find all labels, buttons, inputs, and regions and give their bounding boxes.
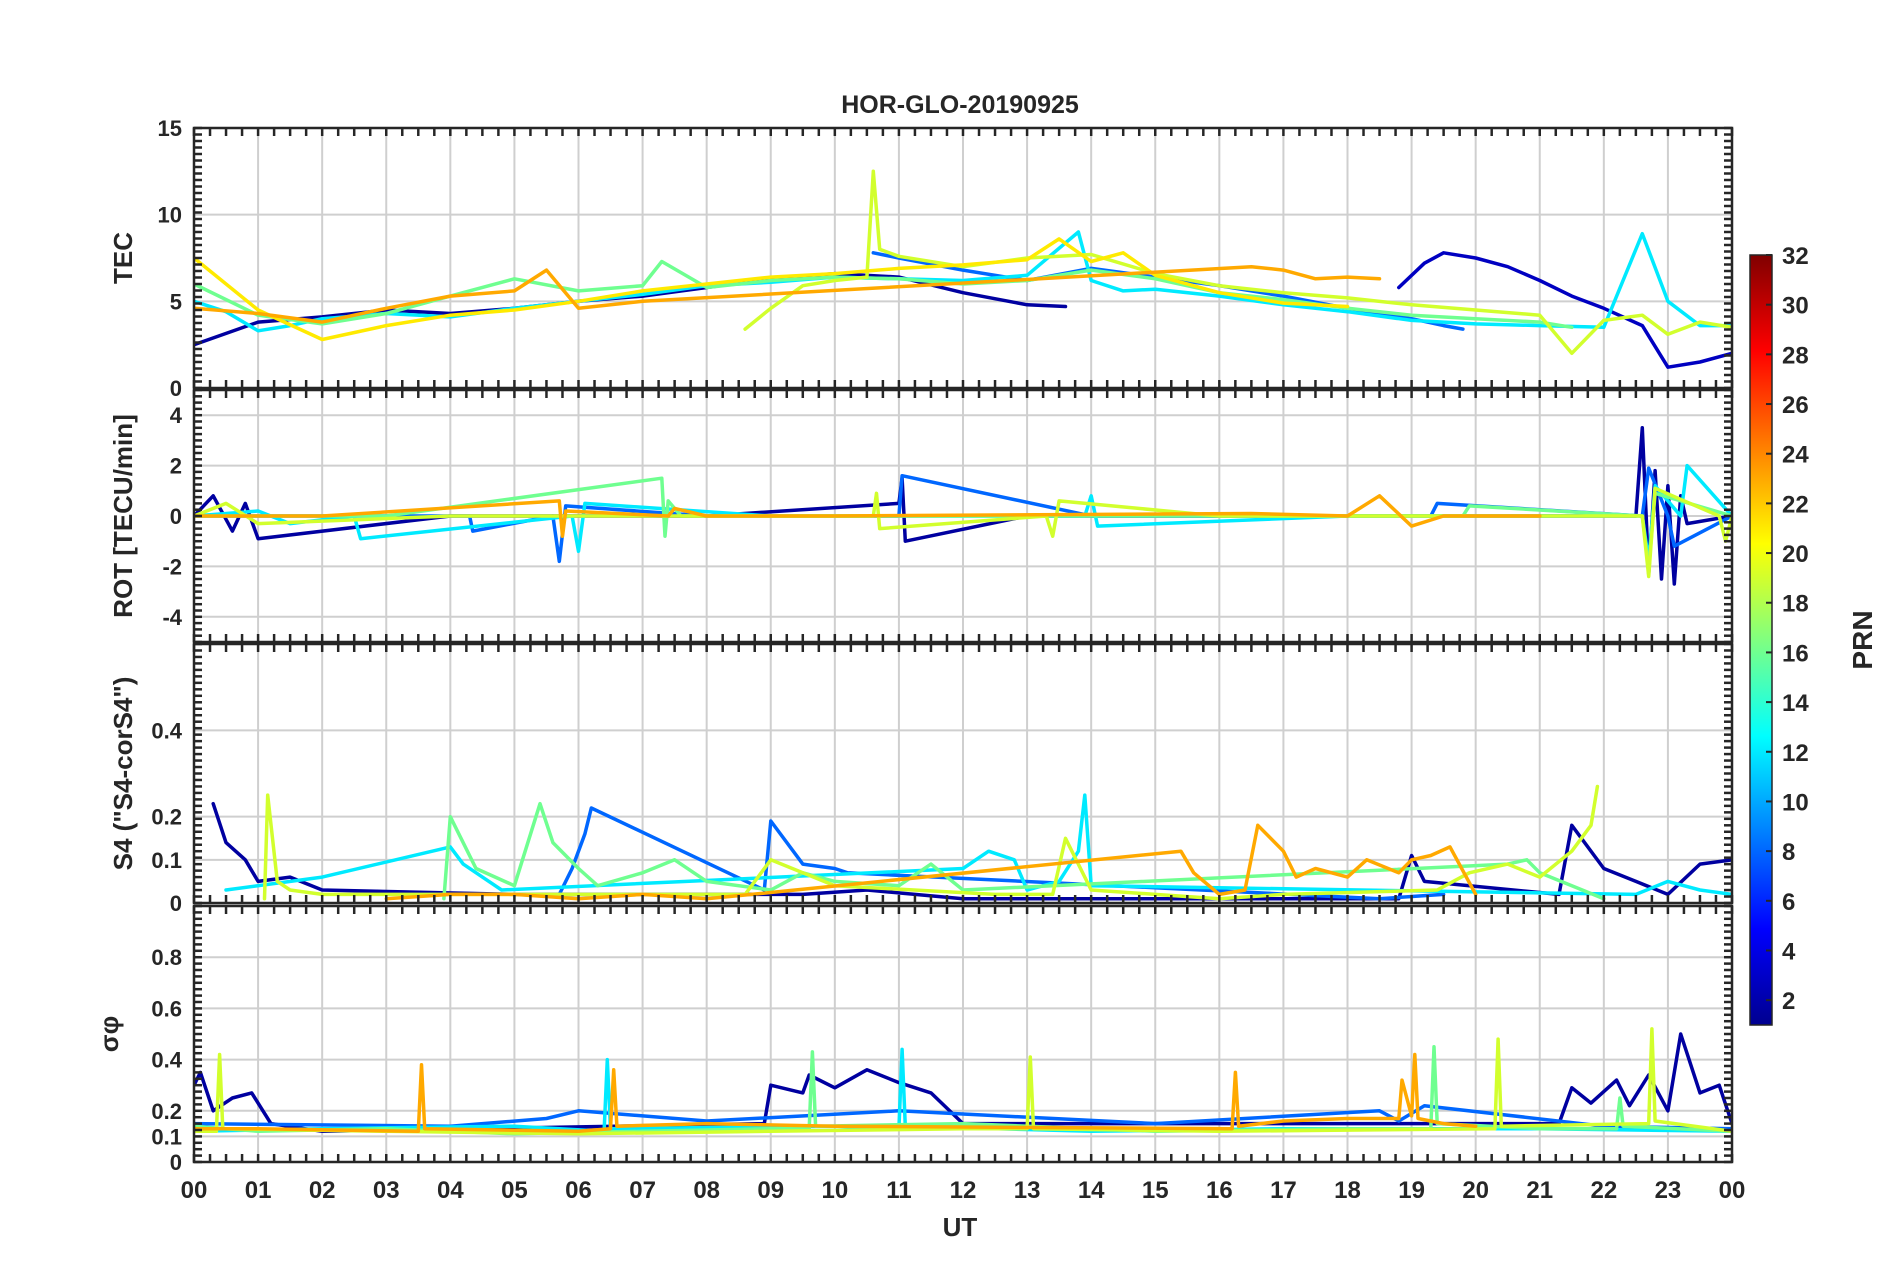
series-prn-19 <box>743 169 1732 356</box>
panel-frame <box>192 904 1734 1164</box>
y-tick-label: 5 <box>170 289 182 314</box>
series-prn-19 <box>262 784 1600 901</box>
x-tick-label: 15 <box>1142 1177 1169 1204</box>
y-tick-label: 0.1 <box>151 1124 182 1149</box>
colorbar-tick-label: 4 <box>1782 938 1796 965</box>
series-prn-19 <box>194 486 1732 579</box>
y-tick-label: 0 <box>170 1150 182 1175</box>
x-tick-label: 19 <box>1398 1177 1425 1204</box>
x-tick-label: 13 <box>1014 1177 1041 1204</box>
colorbar-tick-label: 18 <box>1782 591 1809 618</box>
series-group <box>194 1027 1732 1136</box>
series-prn-23 <box>194 264 1382 324</box>
y-tick-label: 15 <box>158 116 182 141</box>
x-tick-label: 08 <box>693 1177 720 1204</box>
x-tick-label: 00 <box>1719 1177 1746 1204</box>
y-axis-label: ROT [TECU/min] <box>108 414 138 618</box>
colorbar-tick-label: 2 <box>1782 988 1795 1015</box>
y-tick-label: 0 <box>170 504 182 529</box>
series-prn-3 <box>1397 251 1732 369</box>
x-tick-label: 07 <box>629 1177 656 1204</box>
panel-frame <box>192 642 1734 905</box>
series-group <box>194 169 1732 369</box>
x-axis-label: UT <box>943 1212 978 1242</box>
series-prn-21 <box>194 237 1350 342</box>
colorbar-label: PRN <box>1847 610 1878 669</box>
x-tick-label: 05 <box>501 1177 528 1204</box>
x-tick-label: 16 <box>1206 1177 1233 1204</box>
y-tick-label: 0.4 <box>151 1048 182 1073</box>
colorbar-tick-label: 32 <box>1782 243 1809 270</box>
x-tick-label: 11 <box>886 1177 911 1204</box>
colorbar-tick-label: 26 <box>1782 392 1809 419</box>
panel-2: -4 -2 0 2 4 ROT [TECU/min] <box>108 388 1734 644</box>
x-tick-label: 18 <box>1334 1177 1361 1204</box>
y-tick-label: 4 <box>170 403 183 428</box>
x-tick-label: 20 <box>1462 1177 1489 1204</box>
panel-frame <box>192 388 1734 644</box>
colorbar-tick-label: 14 <box>1782 690 1809 717</box>
x-tick-label: 10 <box>821 1177 848 1204</box>
x-tick-label: 14 <box>1078 1177 1105 1204</box>
panel-1: 0 5 10 15 TEC <box>108 116 1734 401</box>
y-tick-label: 0.6 <box>151 996 182 1021</box>
x-tick-label: 00 <box>181 1177 208 1204</box>
panel-3: 0 0.1 0.2 0.4 S4 ("S4-corS4") <box>108 642 1734 916</box>
panel-4: 00.10.2 0.4 0.6 0.8 σφ <box>94 904 1734 1175</box>
y-axis-label: σφ <box>94 1016 124 1052</box>
y-tick-label: 0 <box>170 376 182 401</box>
x-tick-label: 01 <box>245 1177 272 1204</box>
series-group <box>194 426 1732 586</box>
colorbar-gradient <box>1749 254 1773 1026</box>
x-tick-label: 12 <box>950 1177 977 1204</box>
y-tick-label: 0.2 <box>151 805 182 830</box>
colorbar-tick-label: 28 <box>1782 342 1809 369</box>
y-axis-label: TEC <box>108 232 138 284</box>
panel-frame <box>192 126 1734 390</box>
colorbar-tick-label: 8 <box>1782 839 1795 866</box>
x-tick-label: 02 <box>309 1177 336 1204</box>
x-tick-label: 06 <box>565 1177 592 1204</box>
y-tick-label: -4 <box>162 605 182 630</box>
x-tick-label: 03 <box>373 1177 400 1204</box>
chart-title: HOR-GLO-20190925 <box>841 91 1079 119</box>
y-tick-label: 10 <box>158 203 182 228</box>
x-tick-label: 17 <box>1270 1177 1297 1204</box>
x-tick-label: 04 <box>437 1177 464 1204</box>
y-tick-label: 2 <box>170 454 182 479</box>
colorbar-tick-label: 12 <box>1782 740 1809 767</box>
x-axis: 00 01 02 03 04 05 06 07 08 09 10 11 12 13 14 15 16 17 18 19… <box>181 1177 1746 1204</box>
y-axis-label: S4 ("S4-corS4") <box>108 677 138 871</box>
series-prn-2 <box>194 1032 1732 1134</box>
x-tick-label: 23 <box>1655 1177 1682 1204</box>
x-tick-label: 09 <box>757 1177 784 1204</box>
colorbar-tick-label: 20 <box>1782 541 1809 568</box>
y-tick-label: 0 <box>170 891 182 916</box>
y-tick-label: 0.4 <box>151 718 182 743</box>
series-prn-23 <box>194 494 1542 538</box>
x-tick-label: 21 <box>1526 1177 1553 1204</box>
y-tick-label: 0.2 <box>151 1099 182 1124</box>
colorbar-tick-label: 16 <box>1782 640 1809 667</box>
x-tick-label: 22 <box>1590 1177 1617 1204</box>
series-prn-8 <box>194 466 1732 564</box>
colorbar-tick-label: 24 <box>1782 442 1809 469</box>
series-prn-23 <box>194 1052 1478 1134</box>
colorbar-tick-label: 10 <box>1782 789 1809 816</box>
y-tick-label: 0.8 <box>151 945 182 970</box>
colorbar-tick-label: 30 <box>1782 293 1809 320</box>
y-tick-label: 0.1 <box>151 848 182 873</box>
series-prn-12 <box>224 793 1732 897</box>
y-tick-label: -2 <box>162 554 182 579</box>
colorbar-tick-label: 6 <box>1782 889 1795 916</box>
colorbar-tick-label: 22 <box>1782 491 1809 518</box>
